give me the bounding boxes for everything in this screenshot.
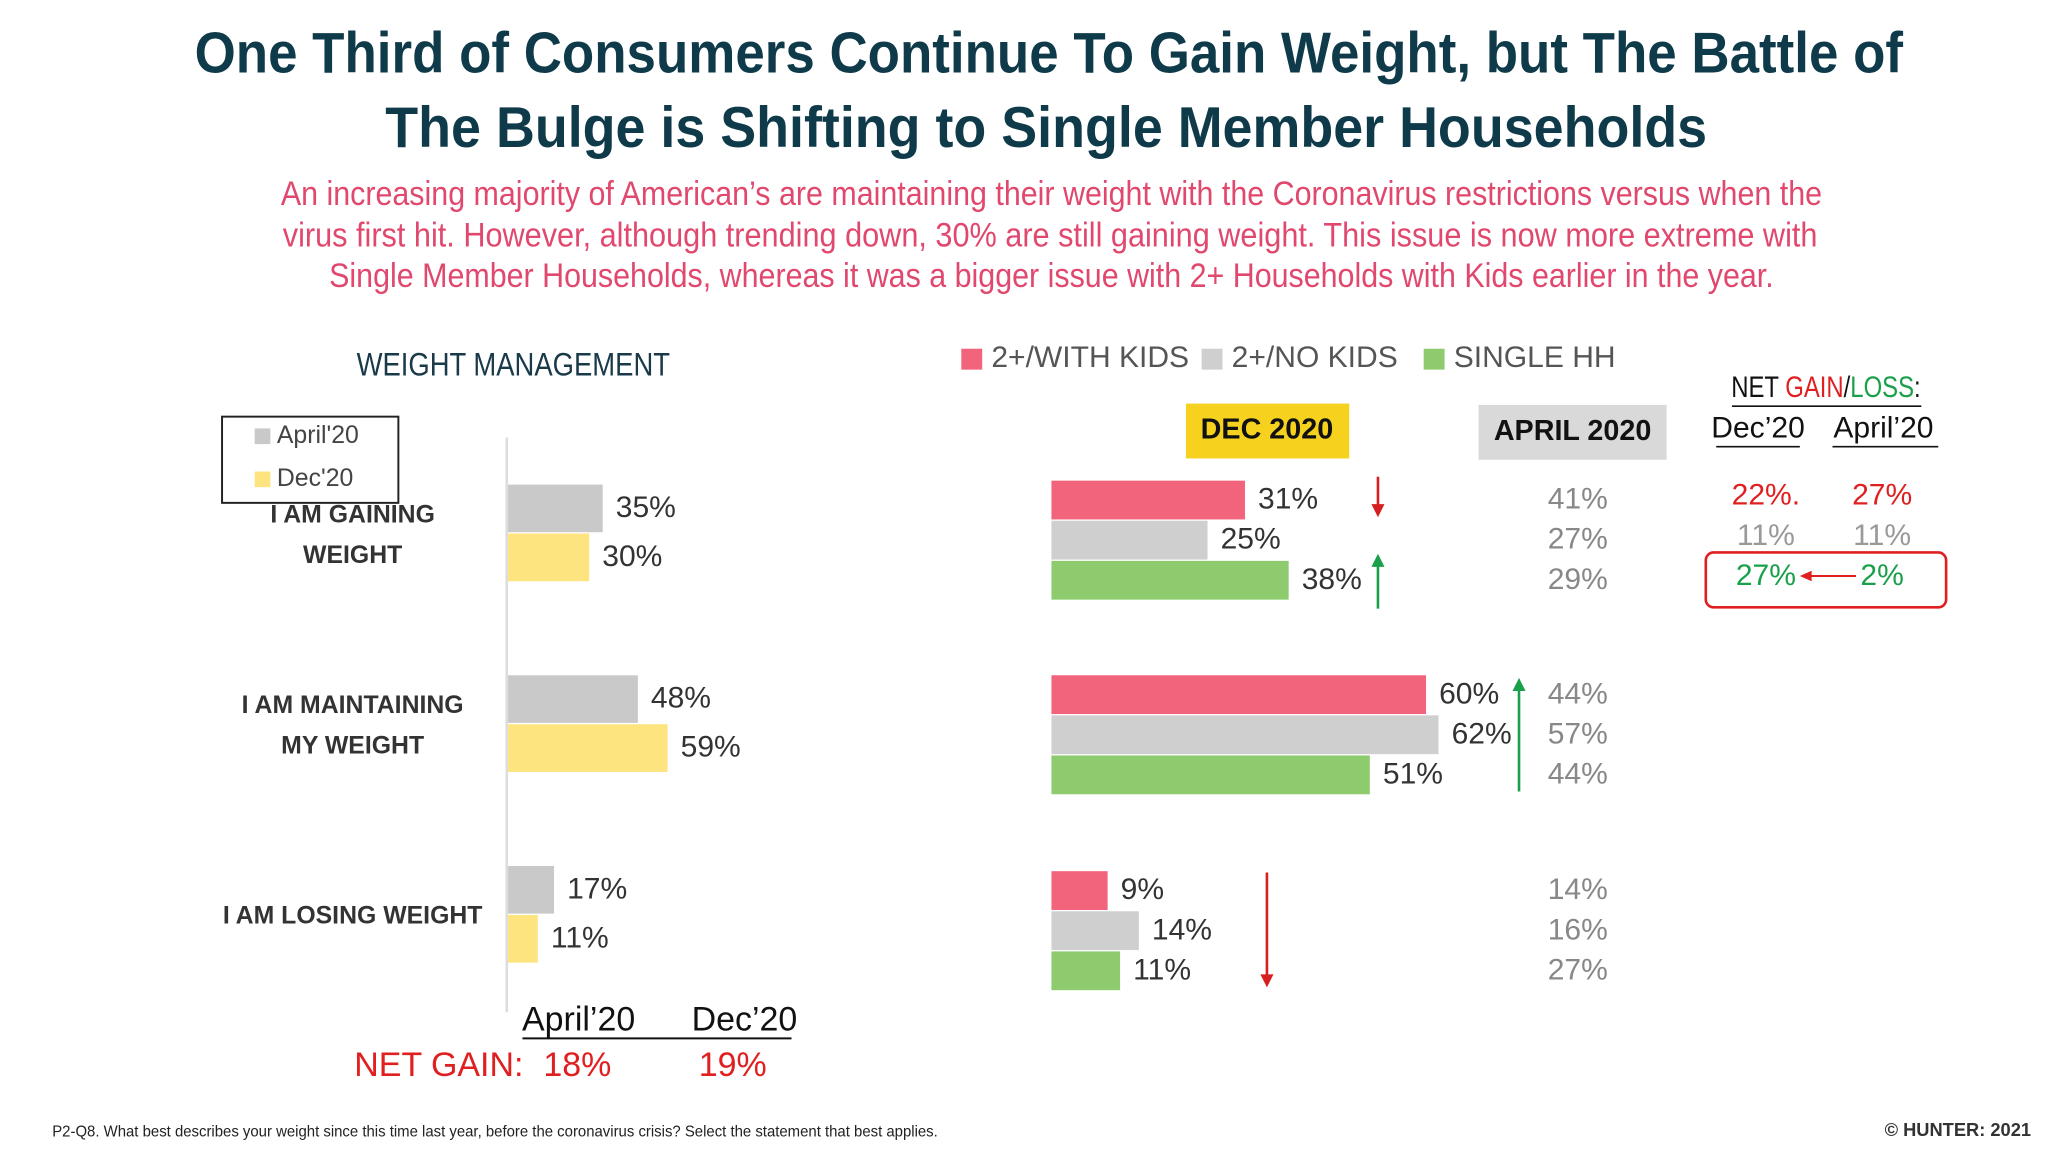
bar bbox=[1051, 715, 1439, 755]
value-label: 11% bbox=[551, 921, 609, 954]
legend-swatch bbox=[961, 348, 983, 370]
value-label: 25% bbox=[1221, 523, 1281, 556]
bar bbox=[508, 914, 538, 963]
value-label: 38% bbox=[1302, 563, 1362, 596]
title-line: The Bulge is Shifting to Single Member H… bbox=[385, 96, 1707, 160]
arrow-head bbox=[1260, 974, 1274, 988]
category-label: I AM LOSING WEIGHT bbox=[222, 902, 483, 930]
bar bbox=[1051, 951, 1121, 991]
category-label: I AM MAINTAINING MY WEIGHT bbox=[241, 691, 464, 760]
category-label-box: I AM LOSING WEIGHT bbox=[222, 902, 483, 930]
legend-swatch bbox=[1201, 348, 1223, 370]
title-part: GAIN bbox=[1785, 371, 1843, 404]
net-gain-label: NET GAIN: bbox=[354, 1046, 523, 1084]
value-label: 51% bbox=[1383, 757, 1443, 790]
highlight-box bbox=[1704, 551, 1948, 609]
chart-title: DEC 2020 bbox=[1201, 414, 1334, 446]
title-part: : bbox=[1914, 371, 1921, 404]
bar bbox=[1051, 520, 1208, 560]
value-label: 48% bbox=[651, 682, 711, 715]
april-value: 14% bbox=[1548, 873, 1608, 906]
subtitle-line: Single Member Households, whereas it was… bbox=[329, 257, 1774, 295]
value-label: 11% bbox=[1133, 953, 1191, 986]
title-part: / bbox=[1844, 371, 1851, 404]
value-label: 9% bbox=[1121, 873, 1164, 906]
column-header: April’20 bbox=[1833, 412, 1933, 445]
arrow-head bbox=[1371, 504, 1385, 518]
bar bbox=[1051, 755, 1370, 795]
bar bbox=[508, 484, 603, 533]
value-label: 60% bbox=[1439, 677, 1499, 710]
net-value: 27% bbox=[1736, 559, 1796, 592]
legend-box bbox=[221, 415, 400, 504]
chart-title: WEIGHT MANAGEMENT bbox=[357, 346, 671, 383]
april-value: 44% bbox=[1548, 757, 1608, 790]
legend-label: 2+/NO KIDS bbox=[1232, 341, 1398, 374]
net-value: 22%. bbox=[1732, 478, 1800, 511]
net-gain-value: 19% bbox=[699, 1046, 767, 1084]
subtitle-line: An increasing majority of American’s are… bbox=[281, 175, 1822, 213]
bar bbox=[1051, 871, 1108, 910]
april-value: 41% bbox=[1548, 483, 1608, 516]
legend-label: Dec'20 bbox=[277, 465, 353, 492]
bar bbox=[1051, 480, 1245, 520]
subtitle-line: virus first hit. However, although trend… bbox=[283, 217, 1818, 255]
category-label-box: I AM MAINTAINING MY WEIGHT bbox=[241, 691, 464, 760]
net-value: 2% bbox=[1860, 559, 1903, 592]
bar bbox=[1051, 911, 1139, 951]
april-value: 27% bbox=[1548, 953, 1608, 986]
legend-label: SINGLE HH bbox=[1454, 341, 1616, 374]
value-label: 35% bbox=[616, 491, 676, 524]
april-value: 29% bbox=[1548, 563, 1608, 596]
legend-swatch bbox=[254, 428, 271, 445]
net-gain-column: Dec’20 bbox=[692, 1000, 798, 1038]
value-label: 62% bbox=[1452, 717, 1512, 750]
arrow-head bbox=[1799, 570, 1812, 582]
category-label: I AM GAINING WEIGHT bbox=[270, 500, 435, 569]
bar bbox=[508, 533, 590, 582]
bar bbox=[1051, 675, 1427, 715]
value-label: 30% bbox=[602, 540, 662, 573]
bar bbox=[508, 865, 555, 914]
april-value: 27% bbox=[1548, 523, 1608, 556]
title-line: One Third of Consumers Continue To Gain … bbox=[195, 22, 1904, 86]
title-part: LOSS bbox=[1850, 371, 1914, 404]
arrow-head bbox=[1371, 553, 1385, 567]
footnote: P2-Q8. What best describes your weight s… bbox=[52, 1124, 938, 1141]
legend-swatch bbox=[1423, 348, 1445, 370]
net-gain-column: April’20 bbox=[522, 1000, 635, 1038]
bar bbox=[508, 675, 638, 723]
legend-label: April'20 bbox=[277, 422, 359, 449]
april-value: 16% bbox=[1548, 913, 1608, 946]
bar bbox=[1051, 560, 1289, 600]
april-value: 44% bbox=[1548, 677, 1608, 710]
legend-label: 2+/WITH KIDS bbox=[991, 341, 1189, 374]
net-gain-loss-title: NET GAIN/LOSS: bbox=[1731, 371, 1920, 404]
value-label: 31% bbox=[1258, 483, 1318, 516]
net-value: 11% bbox=[1737, 519, 1795, 552]
table-title: APRIL 2020 bbox=[1494, 415, 1652, 447]
arrow-head bbox=[1512, 677, 1526, 691]
category-label-box: I AM GAINING WEIGHT bbox=[270, 500, 435, 569]
april-value: 57% bbox=[1548, 717, 1608, 750]
net-value: 11% bbox=[1853, 519, 1911, 552]
bar bbox=[508, 724, 668, 772]
title-part: NET bbox=[1731, 371, 1785, 404]
arrows bbox=[1260, 476, 1526, 988]
header-box bbox=[1478, 404, 1667, 460]
legend-swatch bbox=[254, 471, 271, 488]
header-box bbox=[1185, 403, 1350, 459]
value-label: 17% bbox=[567, 872, 627, 905]
value-label: 59% bbox=[681, 731, 741, 764]
column-header: Dec’20 bbox=[1711, 412, 1804, 445]
value-label: 14% bbox=[1152, 913, 1212, 946]
net-value: 27% bbox=[1852, 478, 1912, 511]
net-gain-value: 18% bbox=[543, 1046, 611, 1084]
copyright: © HUNTER: 2021 bbox=[1885, 1119, 2031, 1140]
